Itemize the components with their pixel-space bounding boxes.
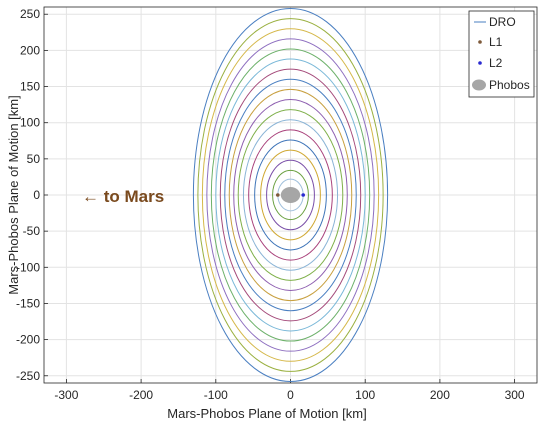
x-tick-label: 100 [355, 388, 375, 402]
legend-swatch-l1 [478, 40, 482, 44]
dro-orbit-8 [228, 88, 353, 302]
dro-orbit-15 [266, 159, 315, 231]
x-tick-label: 200 [430, 388, 450, 402]
to-mars-annotation: ← to Mars [82, 187, 164, 206]
y-tick-label: -100 [16, 260, 40, 274]
dro-orbit-16 [272, 169, 309, 221]
dro-orbit-6 [219, 68, 362, 322]
legend-label-phobos: Phobos [489, 78, 530, 92]
dro-orbit-3 [206, 38, 375, 352]
l1-point [276, 193, 280, 197]
l2-point [301, 193, 305, 197]
x-tick-label: 0 [287, 388, 294, 402]
dro-orbit-2 [201, 28, 380, 362]
legend: DRO L1 L2 Phobos [468, 10, 535, 98]
y-axis-label: Mars-Phobos Plane of Motion [km] [6, 95, 21, 294]
legend-label-l1: L1 [489, 35, 503, 49]
x-tick-label: -300 [54, 388, 78, 402]
dro-orbit-1 [197, 18, 384, 372]
legend-label-l2-text: L2 [489, 56, 503, 70]
legend-label-dro: DRO [489, 15, 516, 29]
x-tick-label: 300 [505, 388, 525, 402]
y-tick-labels: -250 -200 -150 -100 -50 0 50 100 150 200 250 [16, 7, 40, 383]
legend-label-l2: L2 [489, 56, 503, 70]
phobos-layer [276, 187, 305, 203]
legend-swatch-l2 [478, 61, 482, 65]
y-tick-label: -150 [16, 296, 40, 310]
y-tick-label: 50 [27, 152, 41, 166]
y-tick-label: -250 [16, 369, 40, 383]
dro-orbits [192, 7, 389, 383]
dro-orbit-9 [233, 99, 348, 291]
legend-swatch-phobos [472, 79, 486, 91]
y-tick-label: 100 [20, 116, 40, 130]
dro-orbit-0 [192, 7, 389, 383]
dro-orbit-5 [215, 58, 366, 332]
legend-label-l1-text: L1 [489, 35, 503, 49]
dro-orbit-4 [210, 48, 371, 342]
y-tick-label: 150 [20, 80, 40, 94]
axes-box [43, 6, 538, 384]
phobos-body [280, 187, 301, 203]
y-tick-label: 0 [33, 188, 40, 202]
x-tick-labels: -300 -200 -100 0 100 200 300 [54, 388, 525, 402]
dro-orbit-10 [237, 109, 344, 281]
y-tick-label: 200 [20, 43, 40, 57]
x-axis-label: Mars-Phobos Plane of Motion [km] [167, 406, 366, 421]
dro-orbit-12 [248, 129, 333, 261]
y-tick-label: -200 [16, 333, 40, 347]
x-tick-label: -100 [204, 388, 228, 402]
dro-orbit-13 [254, 139, 327, 251]
dro-orbit-14 [260, 149, 321, 241]
dro-orbit-11 [242, 119, 339, 271]
y-tick-label: 250 [20, 7, 40, 21]
y-tick-label: -50 [23, 224, 41, 238]
x-tick-label: -200 [129, 388, 153, 402]
dro-orbit-7 [224, 78, 357, 312]
